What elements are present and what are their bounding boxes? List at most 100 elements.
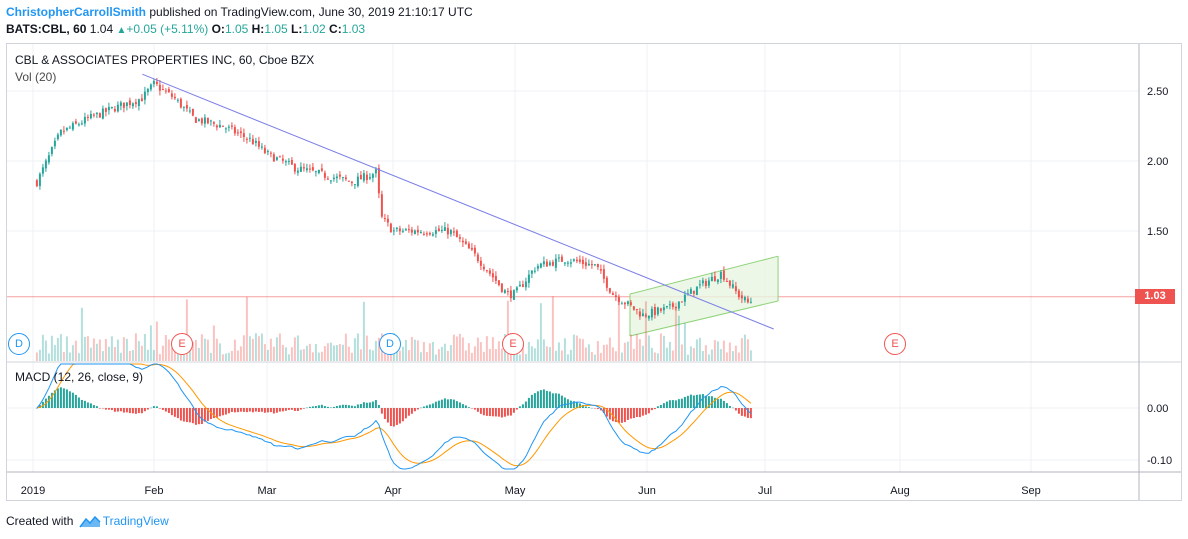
chart-svg[interactable]: 2.50 2.00 1.50 0.00 -0.10 2019 Feb Mar Apr May Jun…	[6, 43, 1182, 501]
candle-body	[212, 122, 215, 124]
macd-histogram-bar	[185, 408, 188, 423]
volume-bar	[281, 344, 284, 361]
macd-histogram-bar	[524, 401, 527, 408]
candle-body	[341, 177, 344, 179]
volume-bar	[662, 335, 665, 361]
earnings-event-marker[interactable]: E	[171, 333, 193, 355]
author-link[interactable]: ChristopherCarrollSmith	[6, 5, 147, 19]
volume-bar	[614, 351, 617, 361]
macd-tick-label: -0.10	[1147, 455, 1172, 467]
macd-histogram-bar	[398, 408, 401, 424]
candle-body	[173, 96, 176, 99]
candle-body	[332, 177, 335, 180]
macd-histogram-bar	[620, 408, 623, 423]
macd-tick-label: 0.00	[1147, 403, 1168, 415]
candle-body	[161, 89, 164, 91]
volume-bar	[308, 343, 311, 361]
macd-histogram-bar	[689, 394, 692, 408]
macd-histogram-bar	[485, 408, 488, 416]
candle-body	[455, 230, 458, 238]
volume-bar	[707, 354, 710, 361]
candle-body	[503, 290, 506, 294]
candle-body	[533, 270, 536, 272]
earnings-event-marker[interactable]: E	[884, 333, 906, 355]
macd-histogram-bar	[371, 401, 374, 408]
macd-histogram-bar	[482, 408, 485, 416]
volume-bar	[464, 350, 467, 361]
macd-histogram-bar	[545, 390, 548, 408]
macd-histogram-bar	[290, 408, 293, 410]
candle-body	[128, 100, 131, 106]
volume-bar	[605, 344, 608, 361]
volume-bar	[557, 342, 560, 361]
candle-body	[467, 243, 470, 249]
created-with-text: Created with	[6, 514, 74, 528]
candle-body	[728, 280, 731, 286]
macd-histogram-bar	[110, 408, 113, 411]
candle-body	[605, 277, 608, 288]
macd-histogram-bar	[146, 408, 149, 410]
candle-body	[446, 227, 449, 235]
volume-bar	[191, 341, 194, 361]
macd-histogram-bar	[701, 394, 704, 408]
volume-bar	[236, 350, 239, 361]
macd-histogram-bar	[425, 405, 428, 408]
macd-histogram-bar	[278, 408, 281, 412]
volume-bar	[131, 350, 134, 361]
macd-histogram-bar	[530, 394, 533, 408]
candle-body	[614, 295, 617, 297]
volume-bar	[146, 349, 149, 361]
candle-body	[698, 284, 701, 286]
dividend-event-marker[interactable]: D	[379, 333, 401, 355]
candle-body	[623, 302, 626, 305]
macd-histogram-bar	[374, 400, 377, 408]
macd-histogram-bar	[491, 408, 494, 417]
candle-body	[488, 270, 491, 274]
candle-body	[506, 290, 509, 292]
macd-histogram-bar	[479, 408, 482, 414]
volume-bar	[89, 347, 92, 361]
candle-body	[545, 261, 548, 267]
candle-body	[410, 229, 413, 233]
macd-histogram-bar	[416, 408, 419, 410]
macd-histogram-bar	[437, 400, 440, 408]
volume-bar	[218, 343, 221, 361]
macd-histogram-bar	[629, 408, 632, 419]
macd-histogram-bar	[674, 400, 677, 408]
candle-body	[101, 108, 104, 119]
macd-histogram-bar	[98, 408, 101, 409]
macd-histogram-bar	[464, 405, 467, 408]
candle-body	[134, 102, 137, 105]
dividend-event-marker[interactable]: D	[8, 333, 30, 355]
volume-bar	[101, 351, 104, 361]
trendline	[142, 73, 774, 330]
time-tick-label: Feb	[145, 485, 164, 497]
macd-histogram-bar	[341, 404, 344, 408]
candle-body	[257, 141, 260, 147]
candle-body	[41, 167, 44, 174]
volume-bar	[485, 336, 488, 361]
candle-body	[665, 305, 668, 308]
candle-body	[395, 227, 398, 230]
volume-bar	[206, 339, 209, 361]
macd-histogram-bar	[617, 408, 620, 423]
earnings-event-marker[interactable]: E	[502, 333, 524, 355]
chart-area[interactable]: 2.50 2.00 1.50 0.00 -0.10 2019 Feb Mar Apr May Jun…	[6, 43, 1182, 501]
volume-bar	[686, 354, 689, 361]
volume-bar	[134, 333, 137, 361]
volume-bar	[488, 348, 491, 361]
macd-histogram-bar	[455, 401, 458, 408]
macd-histogram-bar	[299, 408, 302, 410]
macd-histogram-bar	[377, 405, 380, 408]
macd-histogram-bar	[353, 406, 356, 408]
macd-histogram-bar	[668, 400, 671, 408]
candle-body	[734, 286, 737, 292]
volume-bar	[431, 341, 434, 361]
volume-bar	[428, 343, 431, 361]
tradingview-link[interactable]: TradingView	[102, 514, 169, 528]
candle-body	[146, 89, 149, 92]
volume-bar	[152, 349, 155, 361]
volume-bar	[320, 351, 323, 361]
volume-bar	[659, 333, 662, 361]
candle-body	[368, 177, 371, 179]
